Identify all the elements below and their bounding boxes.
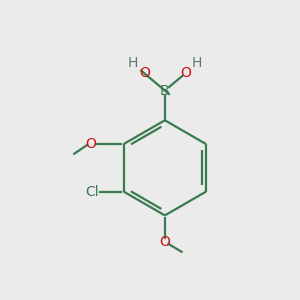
Text: Cl: Cl <box>86 184 99 199</box>
Text: O: O <box>159 235 170 249</box>
Text: H: H <box>192 56 202 70</box>
Text: O: O <box>180 66 191 80</box>
Text: O: O <box>85 137 96 151</box>
Text: O: O <box>139 66 150 80</box>
Text: H: H <box>127 56 138 70</box>
Text: B: B <box>160 84 170 98</box>
